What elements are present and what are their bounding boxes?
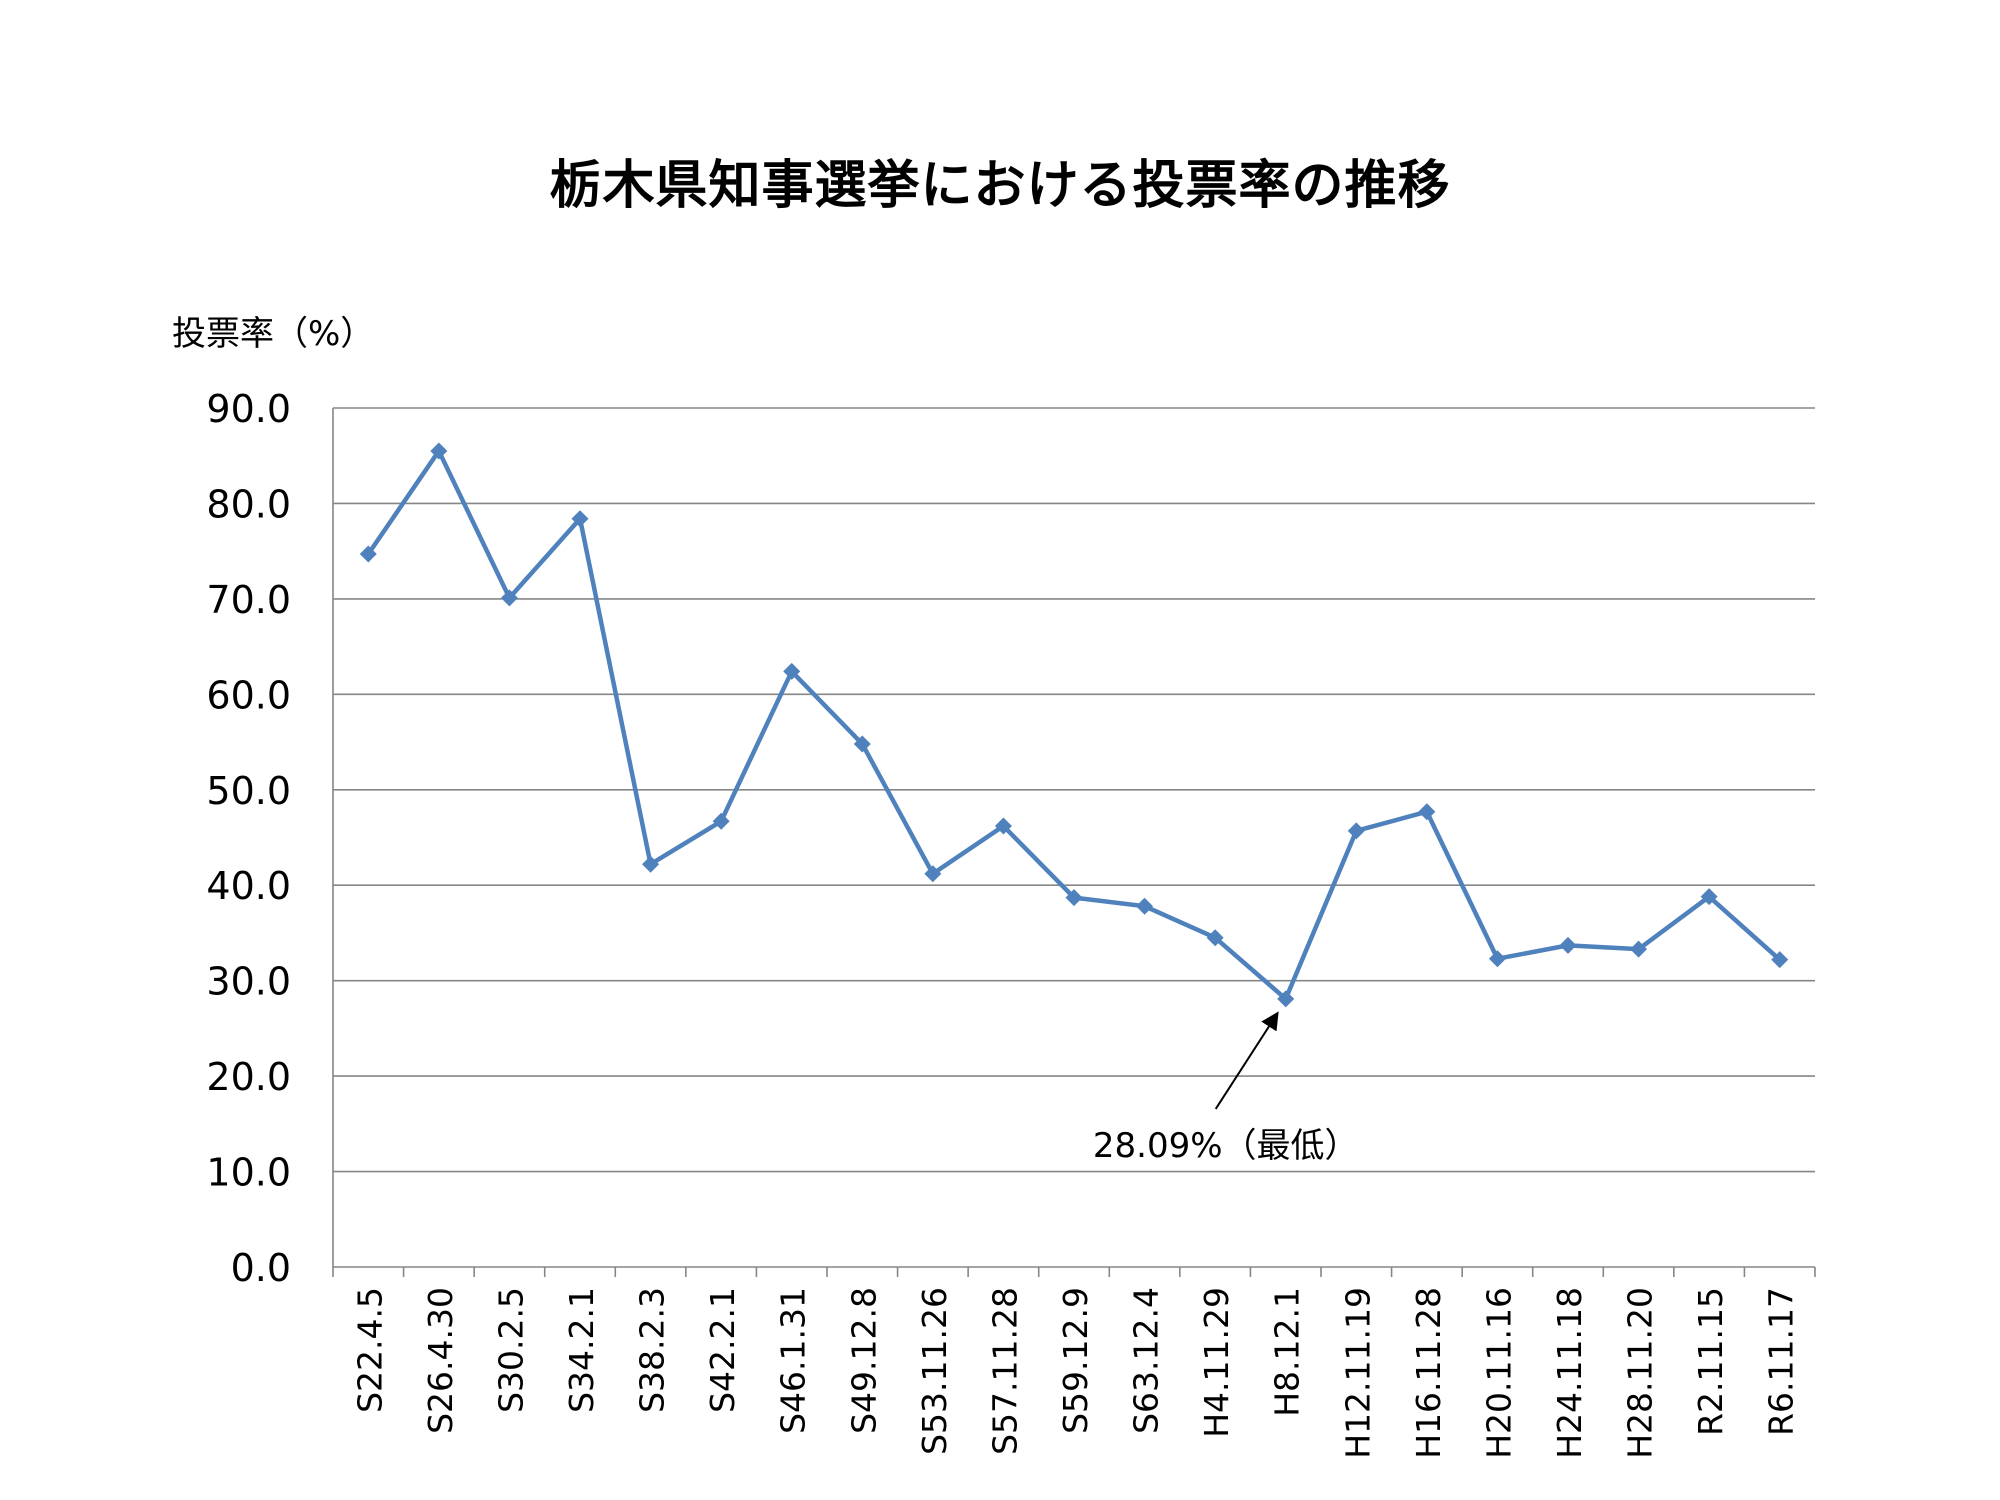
data-point xyxy=(1136,897,1154,915)
data-point xyxy=(430,442,448,460)
x-tick-label: S22.4.5 xyxy=(350,1287,389,1413)
annotation-arrow xyxy=(1214,1011,1279,1110)
x-tick-label: S38.2.3 xyxy=(633,1287,672,1413)
data-point xyxy=(500,589,518,607)
x-tick-label: R6.11.17 xyxy=(1762,1287,1801,1436)
x-tick-label: S63.12.4 xyxy=(1127,1287,1166,1434)
data-point xyxy=(1488,950,1506,968)
y-tick-label: 60.0 xyxy=(206,673,291,717)
axes xyxy=(332,408,1816,1277)
x-tick-label: H20.11.16 xyxy=(1479,1287,1518,1459)
x-tick-label: R2.11.15 xyxy=(1691,1287,1730,1436)
data-point xyxy=(1206,929,1224,947)
x-tick-label: S49.12.8 xyxy=(844,1287,883,1434)
data-point xyxy=(994,817,1012,835)
data-point xyxy=(924,865,942,883)
x-tick-label: H24.11.18 xyxy=(1550,1287,1589,1459)
data-point xyxy=(1065,889,1083,907)
gridlines xyxy=(333,407,1815,1173)
data-point xyxy=(1771,951,1789,969)
data-point xyxy=(783,662,801,680)
y-tick-label: 50.0 xyxy=(206,769,291,813)
data-point xyxy=(1277,990,1295,1008)
x-tick-label: H28.11.20 xyxy=(1621,1287,1660,1459)
x-tick-label: S42.2.1 xyxy=(703,1287,742,1413)
y-tick-labels: 0.0 10.0 20.0 30.0 40.0 50.0 60.0 70.0 80.0 90.0 xyxy=(206,387,291,1290)
annotation-label: 28.09%（最低） xyxy=(1093,1126,1359,1166)
x-tick-label: H16.11.28 xyxy=(1409,1287,1448,1459)
data-point xyxy=(1630,940,1648,958)
data-point xyxy=(1347,822,1365,840)
chart-title: 栃木県知事選挙における投票率の推移 xyxy=(549,156,1451,216)
y-tick-label: 80.0 xyxy=(206,482,291,526)
x-tick-label: S46.1.31 xyxy=(774,1287,813,1434)
series-line xyxy=(366,448,1782,1002)
data-point xyxy=(1559,936,1577,954)
x-tick-label: H12.11.19 xyxy=(1338,1287,1377,1459)
y-tick-label: 0.0 xyxy=(231,1246,291,1290)
x-tick-label: S30.2.5 xyxy=(491,1287,530,1413)
data-point xyxy=(571,510,589,528)
x-tick-label: S34.2.1 xyxy=(562,1287,601,1413)
y-tick-label: 70.0 xyxy=(206,578,291,622)
data-point xyxy=(712,812,730,830)
x-tick-label: H4.11.29 xyxy=(1197,1287,1236,1438)
y-tick-label: 10.0 xyxy=(206,1151,291,1195)
data-point xyxy=(1418,803,1436,821)
y-tick-label: 30.0 xyxy=(206,960,291,1004)
x-tick-label: S59.12.9 xyxy=(1056,1287,1095,1434)
x-tick-label: H8.12.1 xyxy=(1268,1287,1307,1417)
y-tick-label: 40.0 xyxy=(206,864,291,908)
y-axis-label: 投票率（%） xyxy=(172,314,375,354)
data-point xyxy=(642,855,660,873)
data-point xyxy=(359,545,377,563)
x-tick-labels: S22.4.5 S26.4.30 S30.2.5 S34.2.1 S38.2.3 S42.… xyxy=(350,1287,1800,1459)
series-turnout xyxy=(359,442,1789,1008)
data-point xyxy=(853,735,871,753)
y-tick-label: 90.0 xyxy=(206,387,291,431)
y-tick-label: 20.0 xyxy=(206,1055,291,1099)
x-tick-label: S57.11.28 xyxy=(985,1287,1024,1455)
x-tick-label: S26.4.30 xyxy=(421,1287,460,1434)
x-tick-label: S53.11.26 xyxy=(915,1287,954,1455)
data-point xyxy=(1700,888,1718,906)
annotation-lowest: 28.09%（最低） xyxy=(1093,1011,1359,1166)
